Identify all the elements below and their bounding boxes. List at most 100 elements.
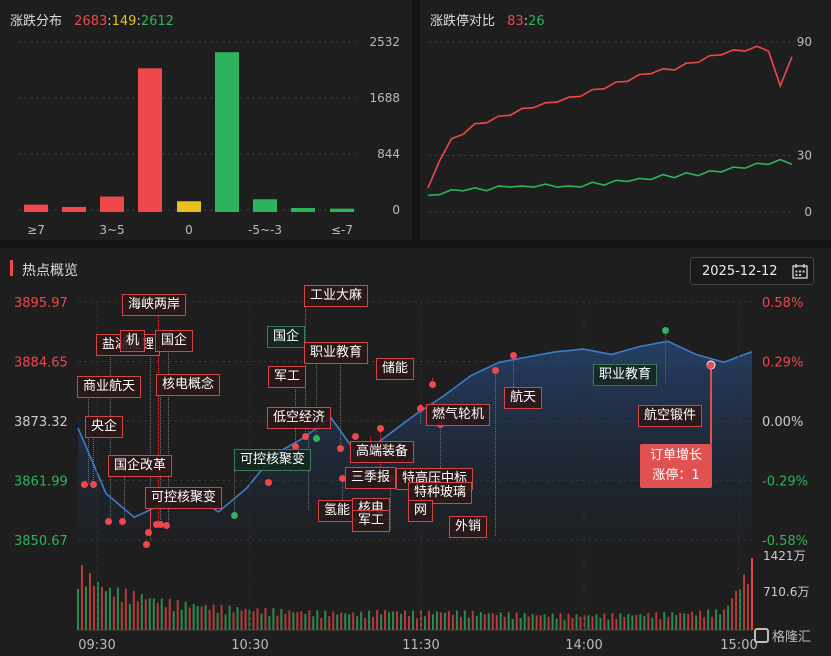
tag-connector bbox=[150, 350, 151, 540]
hot-tag[interactable]: 可控核聚变 bbox=[234, 449, 312, 471]
hot-tag[interactable]: 职业教育 bbox=[304, 342, 369, 364]
tag-marker bbox=[662, 327, 669, 334]
volume-bar bbox=[599, 617, 602, 630]
volume-bar bbox=[511, 618, 514, 630]
right-tick-label: 0.58% bbox=[762, 296, 803, 311]
volume-bar bbox=[400, 613, 403, 630]
left-tick-label: 3850.67 bbox=[14, 534, 68, 549]
time-tick-label: 11:30 bbox=[402, 638, 439, 653]
volume-bar bbox=[332, 611, 335, 630]
tag-marker bbox=[163, 522, 170, 529]
tag-connector bbox=[342, 478, 343, 520]
volume-bar bbox=[739, 589, 742, 630]
hot-tag[interactable]: 国企改革 bbox=[108, 455, 173, 477]
tag-connector bbox=[150, 507, 151, 531]
hot-tag[interactable]: 军工 bbox=[268, 366, 307, 388]
volume-bar bbox=[547, 616, 550, 630]
volume-bar bbox=[539, 615, 542, 630]
hot-tag[interactable]: 三季报 bbox=[345, 467, 397, 489]
hot-tag[interactable]: 机 bbox=[120, 330, 146, 352]
watermark: 格隆汇 bbox=[754, 626, 811, 645]
volume-bar bbox=[695, 615, 698, 630]
volume-bar bbox=[148, 598, 151, 630]
hot-tag[interactable]: 航空锻件 bbox=[638, 405, 703, 427]
left-tick-label: 3873.32 bbox=[14, 415, 68, 430]
tag-connector bbox=[158, 314, 159, 523]
volume-bar bbox=[475, 615, 478, 630]
volume-bar bbox=[340, 612, 343, 630]
volume-bar bbox=[224, 614, 227, 630]
volume-bar bbox=[240, 610, 243, 630]
hot-tag[interactable]: 国企 bbox=[267, 326, 306, 348]
volume-bar bbox=[543, 614, 546, 630]
volume-bar bbox=[216, 612, 219, 630]
bar bbox=[177, 201, 201, 212]
volume-bar bbox=[356, 616, 359, 630]
time-tick-label: 09:30 bbox=[78, 638, 115, 653]
calendar-icon[interactable] bbox=[792, 263, 808, 279]
hot-tag[interactable]: 特种玻璃 bbox=[408, 482, 473, 504]
bar bbox=[62, 206, 86, 212]
left-tick-label: 3884.65 bbox=[14, 356, 68, 371]
bar bbox=[291, 207, 315, 212]
hot-tag[interactable]: 高端装备 bbox=[350, 441, 415, 463]
hot-tag[interactable]: 网 bbox=[408, 500, 434, 522]
volume-bar bbox=[136, 601, 139, 630]
volume-bar bbox=[455, 610, 458, 630]
tag-marker bbox=[157, 521, 164, 528]
volume-bar bbox=[244, 608, 247, 630]
hot-tag[interactable]: 商业航天 bbox=[77, 376, 142, 398]
hot-tag[interactable]: 职业教育 bbox=[593, 364, 658, 386]
volume-bar bbox=[312, 616, 315, 630]
hot-tag[interactable]: 军工 bbox=[352, 510, 391, 532]
volume-bar bbox=[104, 591, 107, 630]
hot-tag[interactable]: 国企 bbox=[155, 330, 194, 352]
volume-bar bbox=[435, 611, 438, 630]
watermark-logo-icon bbox=[754, 628, 769, 643]
hot-tag[interactable]: 外销 bbox=[449, 516, 488, 538]
volume-bar bbox=[515, 612, 518, 630]
time-tick-label: 14:00 bbox=[565, 638, 602, 653]
volume-bar bbox=[77, 588, 79, 630]
volume-bar bbox=[180, 609, 183, 630]
volume-bar bbox=[264, 607, 267, 630]
volume-bar bbox=[635, 614, 638, 630]
limit-up-count: 83 bbox=[507, 14, 524, 29]
tag-marker bbox=[119, 518, 126, 525]
date-picker[interactable]: 2025-12-12 bbox=[690, 257, 814, 285]
callout-box[interactable]: 订单增长 涨停：1 bbox=[640, 444, 712, 488]
volume-bar bbox=[563, 619, 566, 630]
tag-marker bbox=[377, 425, 384, 432]
hot-tag[interactable]: 储能 bbox=[376, 358, 415, 380]
volume-bar bbox=[376, 610, 379, 630]
bar bbox=[100, 196, 124, 212]
volume-bar bbox=[288, 610, 291, 630]
volume-bar bbox=[328, 616, 331, 630]
volume-bar bbox=[204, 605, 207, 630]
hot-tag[interactable]: 工业大麻 bbox=[304, 285, 369, 307]
volume-bar bbox=[392, 611, 395, 630]
sep: : bbox=[523, 14, 529, 29]
hot-tag[interactable]: 低空经济 bbox=[267, 407, 332, 429]
hot-tag[interactable]: 央企 bbox=[85, 416, 124, 438]
volume-bar bbox=[531, 614, 534, 630]
volume-bar bbox=[451, 614, 454, 630]
volume-bar bbox=[156, 602, 159, 630]
tag-connector bbox=[88, 396, 89, 484]
hot-tag[interactable]: 海峡两岸 bbox=[122, 294, 187, 316]
volume-bar bbox=[408, 616, 411, 630]
tag-connector bbox=[665, 330, 666, 384]
tag-connector bbox=[316, 346, 317, 438]
hot-tag[interactable]: 氢能 bbox=[318, 500, 357, 522]
volume-tick-label: 1421万 bbox=[763, 549, 806, 563]
right-tick-label: -0.58% bbox=[762, 534, 808, 549]
y-tick-label: 0 bbox=[804, 205, 812, 219]
hot-tag[interactable]: 可控核聚变 bbox=[145, 487, 223, 509]
hot-tag[interactable]: 航天 bbox=[504, 387, 543, 409]
volume-bar bbox=[551, 613, 554, 630]
hot-tag[interactable]: 燃气轮机 bbox=[426, 404, 491, 426]
tag-marker bbox=[302, 433, 309, 440]
volume-bar bbox=[567, 613, 570, 630]
volume-bar bbox=[260, 613, 263, 630]
hot-tag[interactable]: 核电概念 bbox=[156, 374, 221, 396]
